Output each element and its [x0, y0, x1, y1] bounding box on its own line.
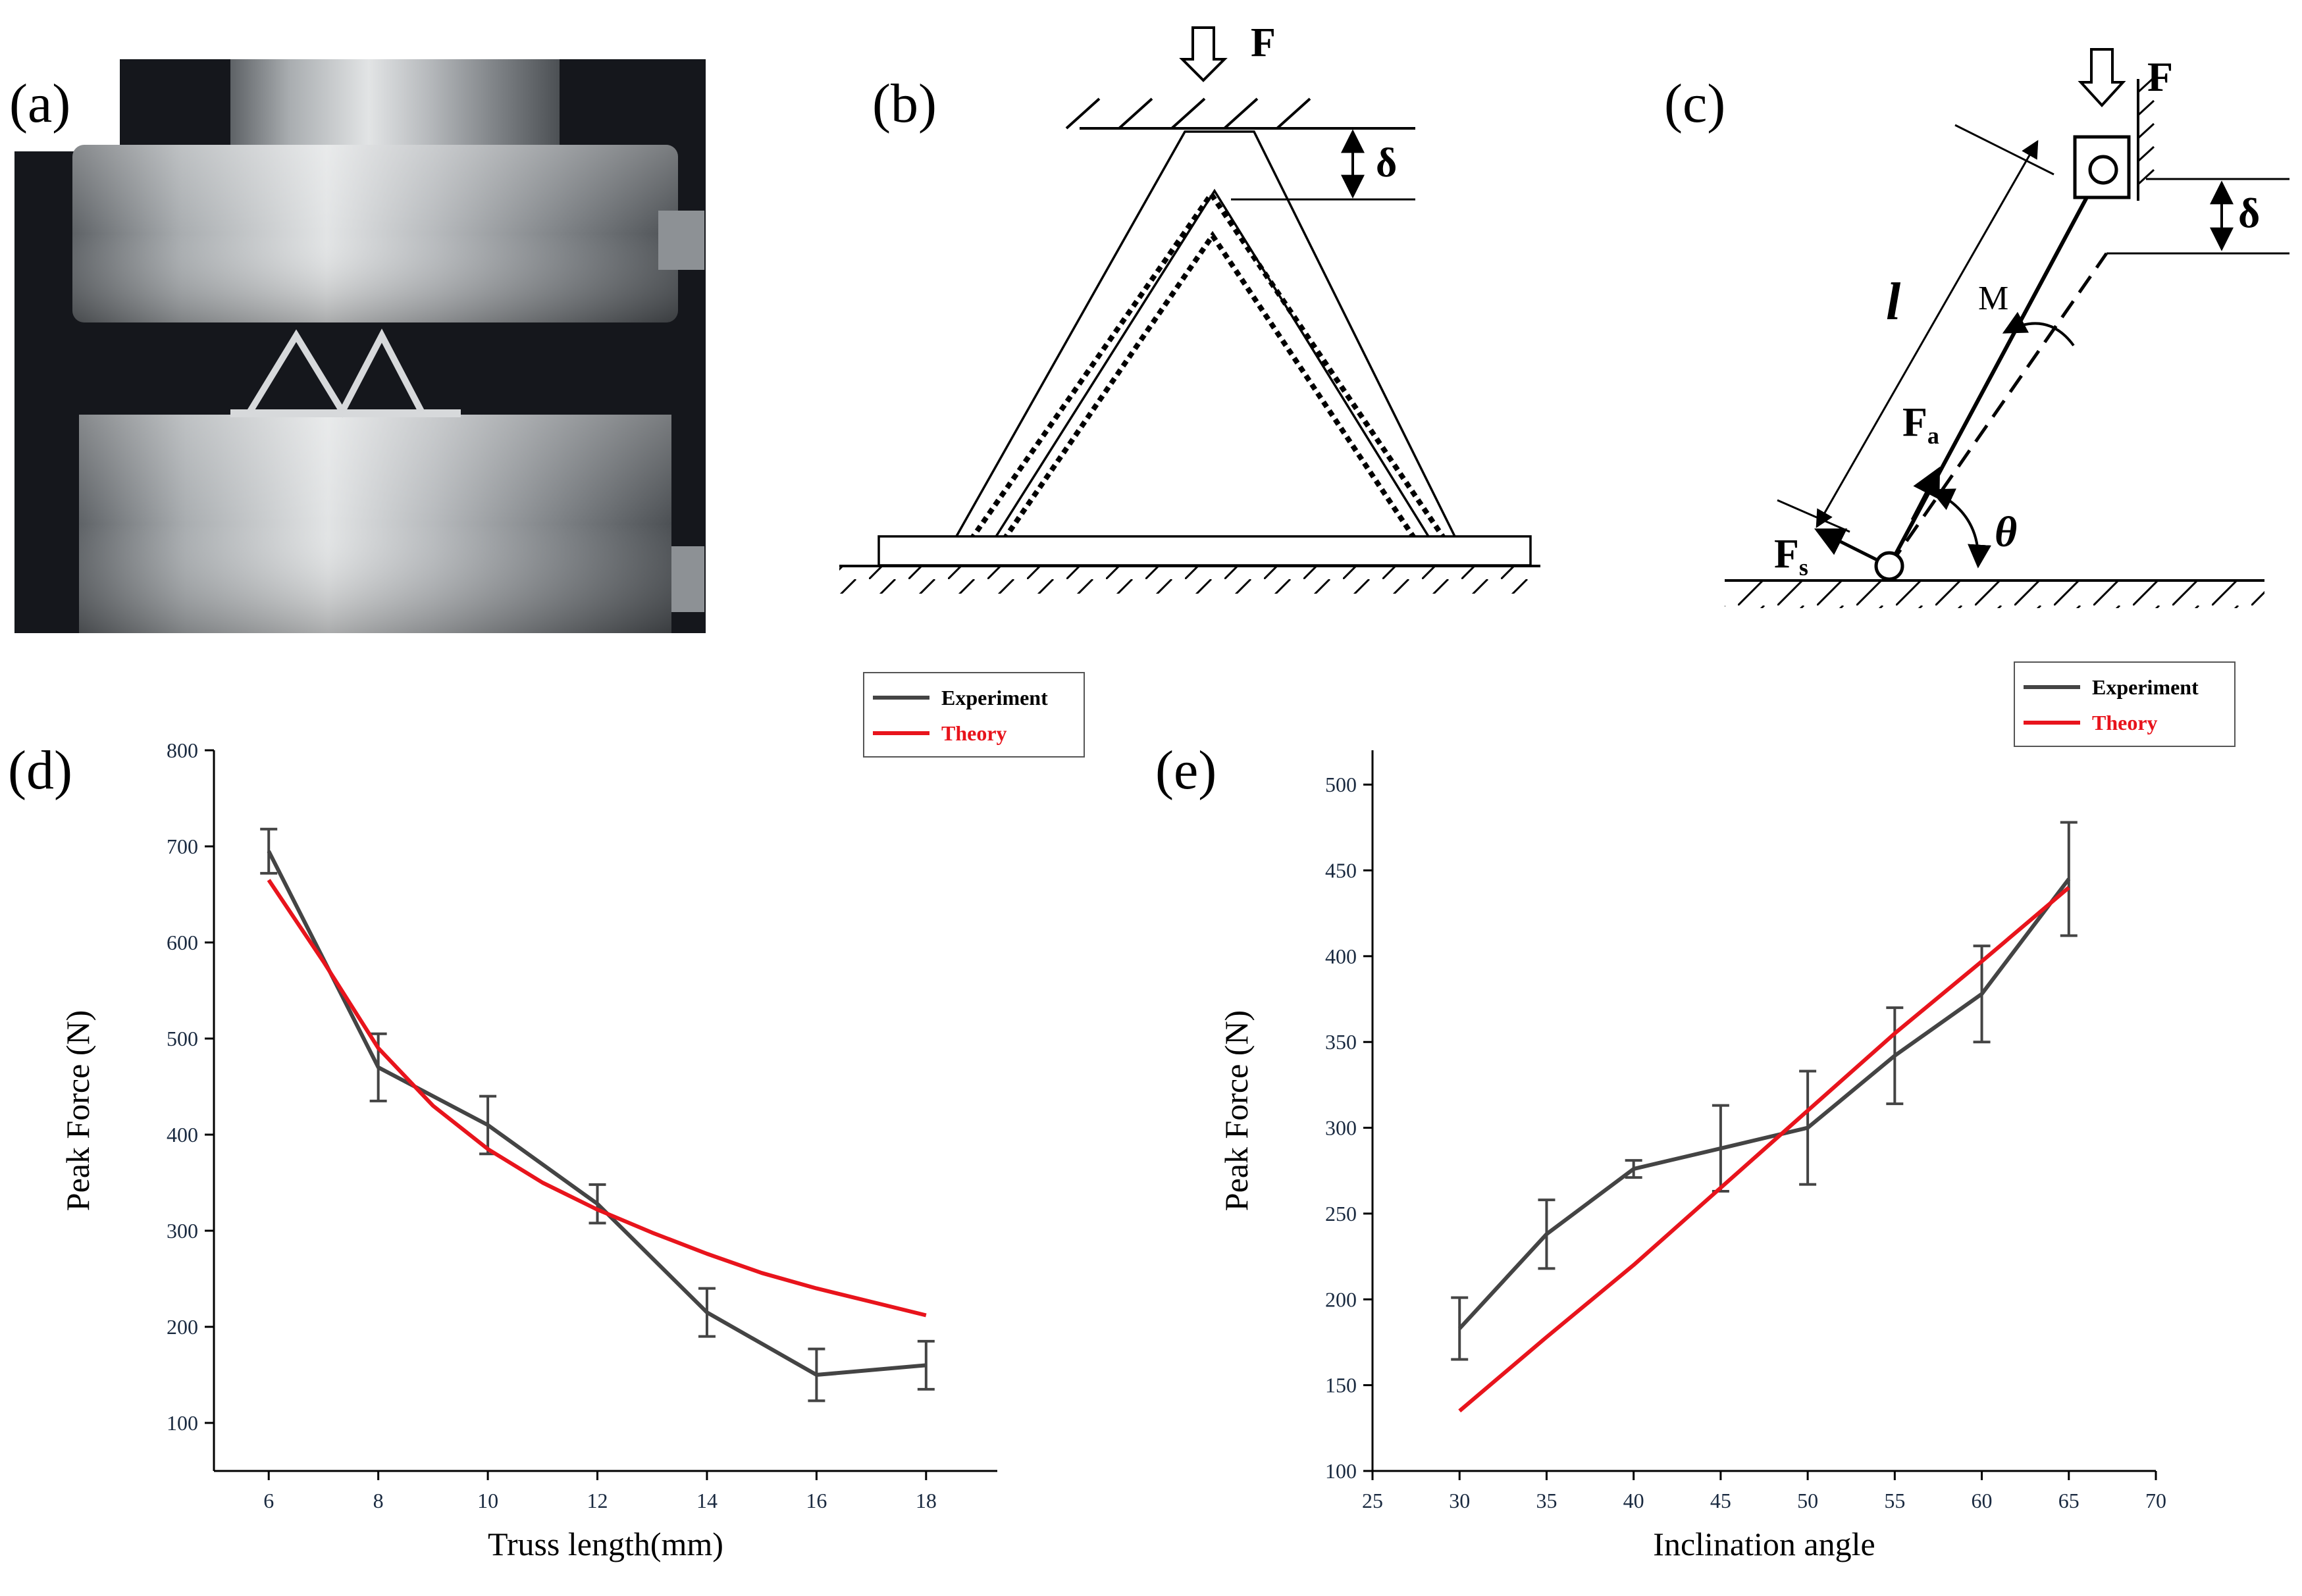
x-tick-label: 16 [806, 1489, 827, 1512]
angle-label: θ [1995, 508, 2017, 556]
legend-box [2014, 661, 2236, 747]
top-hatch [1065, 97, 1311, 130]
x-tick-label: 25 [1362, 1489, 1383, 1512]
series-line-experiment [267, 850, 927, 1377]
panel-label-e: (e) [1155, 740, 1216, 801]
y-tick-label: 450 [1325, 859, 1357, 883]
y-tick-label: 200 [167, 1315, 198, 1339]
x-tick-label: 8 [373, 1489, 384, 1512]
x-tick-label: 18 [916, 1489, 937, 1512]
x-tick-label: 60 [1972, 1489, 1993, 1512]
truss-deformed-2 [1001, 230, 1418, 542]
length-label: l [1886, 273, 1901, 331]
force-label-b: F [1251, 20, 1276, 65]
legend-label: Experiment [2092, 675, 2199, 699]
truss-outer [953, 130, 1456, 540]
x-tick-label: 50 [1797, 1489, 1818, 1512]
base-plate [877, 535, 1532, 567]
y-tick-label: 300 [1325, 1116, 1357, 1140]
slider-block [2073, 135, 2131, 199]
y-tick-label: 400 [167, 1123, 198, 1146]
force-label-c: F [2147, 53, 2173, 100]
shear-force-label: Fs [1774, 532, 1808, 580]
truss-deformed-1 [968, 189, 1448, 542]
x-tick-label: 6 [263, 1489, 274, 1512]
axial-force-label: Fa [1902, 400, 1939, 449]
x-tick-label: 14 [696, 1489, 718, 1512]
panel-label-c: (c) [1664, 73, 1725, 134]
y-tick-label: 350 [1325, 1030, 1357, 1054]
legend-label: Theory [2092, 711, 2158, 734]
legend-box [863, 672, 1085, 758]
force-arrow-b [1179, 26, 1228, 82]
y-axis-label: Peak Force (N) [1218, 1010, 1255, 1211]
legend-label: Theory [941, 721, 1007, 745]
moment-arrow [2002, 311, 2075, 347]
moment-label: M [1978, 280, 2008, 317]
panel-b-diagram: (b) F δ [839, 20, 1540, 594]
angle-arc [1929, 488, 1991, 569]
truss-inner [993, 188, 1430, 540]
truss-specimen [230, 328, 461, 419]
y-tick-label: 400 [1325, 944, 1357, 968]
panel-label-b: (b) [872, 73, 937, 134]
x-tick-label: 45 [1710, 1489, 1731, 1512]
y-tick-label: 100 [167, 1411, 198, 1435]
x-tick-label: 12 [587, 1489, 608, 1512]
series-line-theory [1458, 886, 2070, 1413]
pin-joint [1874, 551, 1904, 581]
y-tick-label: 600 [167, 931, 198, 954]
y-tick-label: 700 [167, 835, 198, 858]
y-tick-label: 250 [1325, 1202, 1357, 1225]
panel-a-photo: (a) [9, 59, 706, 633]
length-dimension [1816, 140, 2039, 528]
x-tick-label: 65 [2058, 1489, 2080, 1512]
y-tick-label: 800 [167, 738, 198, 762]
x-tick-label: 35 [1536, 1489, 1557, 1512]
panel-label-d: (d) [8, 740, 72, 801]
x-axis-label: Inclination angle [1653, 1526, 1875, 1562]
x-tick-label: 40 [1623, 1489, 1644, 1512]
series-line-theory [267, 879, 927, 1318]
series-line-experiment [1457, 877, 2071, 1330]
panel-c-diagram: (c) F δ l M Fa Fs θ [1664, 48, 2289, 608]
x-tick-label: 55 [1884, 1489, 1905, 1512]
y-tick-label: 500 [167, 1027, 198, 1050]
panel-label-a: (a) [9, 73, 70, 134]
y-tick-label: 100 [1325, 1459, 1357, 1483]
chart-e: 25 30 35 40 45 50 55 60 65 70 100 150 200 250 300 350 40… [1218, 661, 2236, 1562]
legend-label: Experiment [941, 686, 1048, 709]
x-tick-label: 10 [477, 1489, 498, 1512]
x-tick-label: 70 [2145, 1489, 2166, 1512]
y-tick-label: 300 [167, 1219, 198, 1243]
x-axis-label: Truss length(mm) [488, 1526, 723, 1562]
y-tick-label: 200 [1325, 1287, 1357, 1311]
y-tick-label: 500 [1325, 773, 1357, 796]
delta-label-b: δ [1376, 141, 1397, 186]
y-tick-label: 150 [1325, 1374, 1357, 1397]
chart-d: 6 8 10 12 14 16 18 100 200 300 400 500 600 700 800 Trus… [59, 672, 1085, 1562]
y-axis-label: Peak Force (N) [59, 1010, 96, 1211]
delta-label-c: δ [2238, 190, 2260, 236]
force-arrow-c [2078, 48, 2126, 107]
x-tick-label: 30 [1449, 1489, 1470, 1512]
